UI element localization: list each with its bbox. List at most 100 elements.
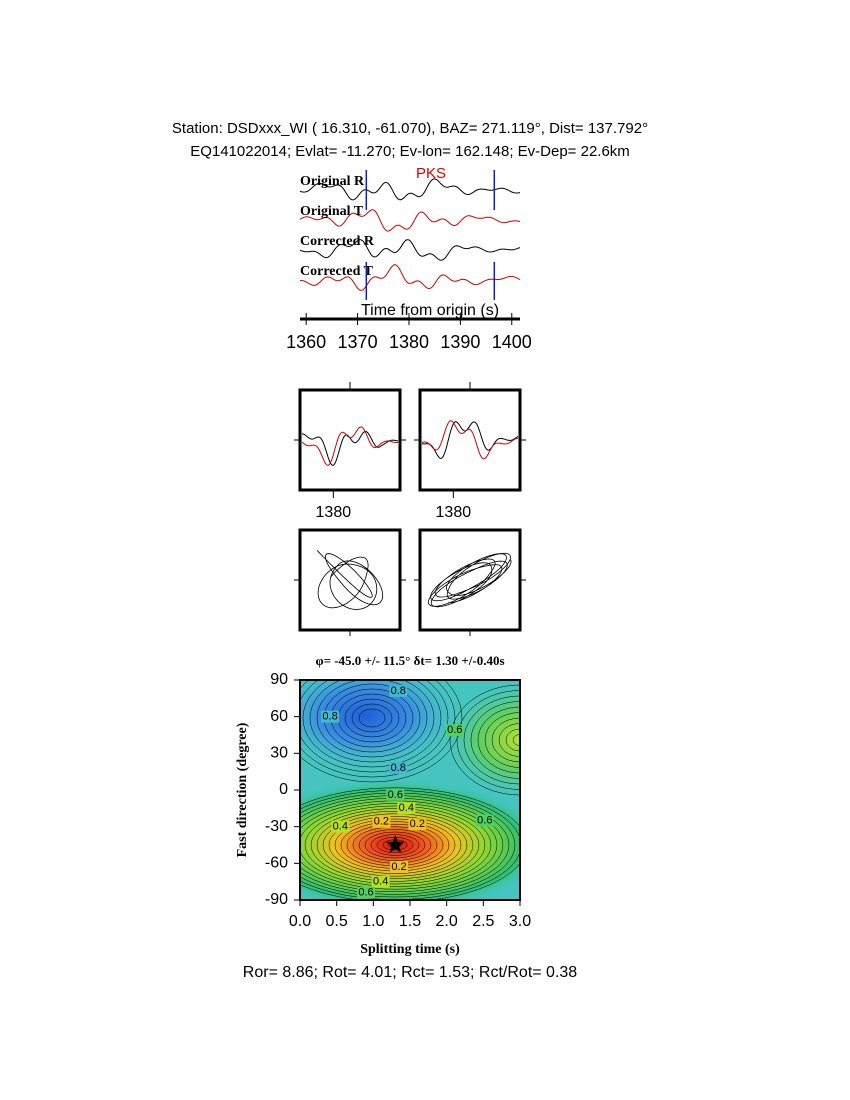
trace-label: Corrected T <box>300 264 374 279</box>
x-tick-label: 1.5 <box>399 913 421 930</box>
contour-label: 0.4 <box>333 821 348 833</box>
contour-label: 0.8 <box>391 685 406 697</box>
contour-line <box>477 706 520 774</box>
x-axis-label: Time from origin (s) <box>361 302 499 319</box>
contour-line <box>470 701 520 779</box>
window-trace <box>301 426 399 466</box>
contour-line <box>300 680 449 773</box>
contour-line <box>316 810 474 880</box>
phase-label: PKS <box>416 165 446 182</box>
x-tick-label: 1360 <box>286 332 326 352</box>
contour-label-bg <box>475 814 494 827</box>
contour-label: 0.2 <box>374 816 389 828</box>
contour-line <box>370 834 420 856</box>
waveform-trace <box>299 264 521 291</box>
contour-label-bg <box>331 820 350 833</box>
contour-line <box>463 695 520 785</box>
contour-line <box>310 808 480 882</box>
contour-label-bg <box>390 861 408 873</box>
x-tick-label: 1380 <box>316 504 352 521</box>
x-tick-label: 2.5 <box>472 913 494 930</box>
waveform-trace <box>299 209 521 232</box>
contour-label: 0.6 <box>388 789 403 801</box>
contour-label: 0.4 <box>399 802 414 814</box>
y-tick-label: 60 <box>270 708 288 725</box>
contour-label: 0.6 <box>477 814 492 826</box>
misfit-surface <box>300 680 520 900</box>
y-tick-label: 0 <box>279 781 288 798</box>
contour-line <box>364 831 426 859</box>
contour-line <box>512 734 520 746</box>
contour-line <box>351 703 393 733</box>
window-trace <box>421 420 519 460</box>
contour-label-bg <box>371 875 390 888</box>
header-line: Station: DSDxxx_WI ( 16.310, -61.070), B… <box>172 120 648 137</box>
best-fit-star <box>385 835 405 854</box>
contour-line <box>300 680 456 778</box>
contour-line <box>484 712 520 768</box>
contour-line <box>328 816 462 874</box>
contour-line <box>322 813 468 877</box>
contour-line <box>309 680 435 763</box>
x-tick-label: 0.0 <box>289 913 311 930</box>
contour-label-bg <box>408 818 427 831</box>
waveform-trace <box>299 239 521 261</box>
contour-label-bg <box>321 710 340 723</box>
x-tick-label: 0.5 <box>326 913 348 930</box>
contour-label-bg <box>389 685 408 697</box>
y-tick-label: 30 <box>270 745 288 762</box>
contour-label-bg <box>386 788 405 801</box>
contour-label-bg <box>397 802 416 815</box>
footer: Ror= 8.86; Rot= 4.01; Rct= 1.53; Rct/Rot… <box>243 964 578 981</box>
contour-label: 0.2 <box>391 861 406 873</box>
contour-label-bg <box>389 762 408 774</box>
contour-label: 0.8 <box>391 762 406 774</box>
contour-line <box>304 805 486 885</box>
x-tick-label: 1370 <box>338 332 378 352</box>
x-tick-label: 1390 <box>440 332 480 352</box>
contour-label: 0.8 <box>322 711 337 723</box>
contour-line <box>300 680 463 783</box>
contour-line <box>491 717 520 763</box>
window-trace <box>421 421 519 459</box>
contour-line <box>344 698 400 738</box>
trace-label: Original T <box>300 204 364 219</box>
x-tick-label: 1.0 <box>362 913 384 930</box>
header-line: EQ141022014; Evlat= -11.270; Ev-lon= 162… <box>190 143 630 160</box>
x-tick-label: 1380 <box>436 504 472 521</box>
contour-line <box>498 723 520 757</box>
particle-motion <box>316 550 384 610</box>
contour-label-bg <box>357 886 375 899</box>
contour-label: 0.4 <box>373 876 388 888</box>
x-axis-label: Splitting time (s) <box>360 942 460 957</box>
contour-title: φ= -45.0 +/- 11.5° δt= 1.30 +/-0.40s <box>315 653 504 668</box>
y-tick-label: -90 <box>265 891 288 908</box>
contour-line <box>505 728 520 752</box>
window-trace <box>301 431 399 466</box>
contour-line <box>449 684 520 796</box>
contour-label-bg <box>445 724 464 737</box>
contour-label-bg <box>372 815 391 828</box>
x-tick-label: 3.0 <box>509 913 531 930</box>
contour-line <box>300 787 520 900</box>
trace-label: Corrected R <box>300 234 375 249</box>
y-tick-label: -60 <box>265 855 288 872</box>
x-tick-label: 1400 <box>492 332 532 352</box>
contour-line <box>358 829 432 861</box>
waveform-trace <box>299 178 521 201</box>
particle-motion <box>427 552 512 608</box>
y-tick-label: 90 <box>270 671 288 688</box>
trace-label: Original R <box>300 174 365 189</box>
contour-label: 0.6 <box>447 724 462 736</box>
contour-label: 0.2 <box>410 818 425 830</box>
y-tick-label: -30 <box>265 818 288 835</box>
contour-line <box>358 708 386 728</box>
contour-line <box>300 803 492 887</box>
contour-line <box>456 690 520 790</box>
contour-label: 0.6 <box>358 887 373 899</box>
x-tick-label: 2.0 <box>436 913 458 930</box>
contour-line <box>302 680 442 768</box>
x-tick-label: 1380 <box>389 332 429 352</box>
contour-line <box>316 680 428 758</box>
